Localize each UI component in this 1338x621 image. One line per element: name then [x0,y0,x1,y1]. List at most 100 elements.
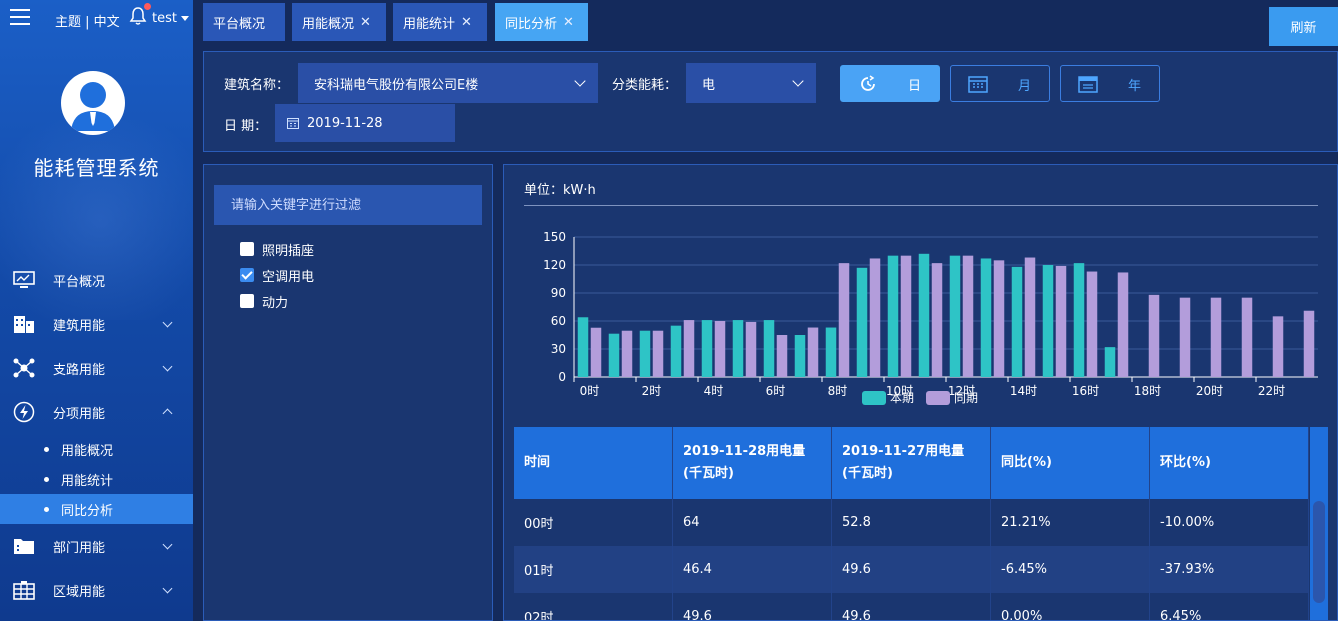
scrollbar-thumb[interactable] [1313,501,1325,603]
sidebar-item-department-energy[interactable]: 部门用能 [0,524,193,568]
close-icon[interactable]: ✕ [461,14,472,30]
tab-platform-overview[interactable]: 平台概况 [203,3,285,41]
chevron-down-icon [162,539,173,550]
close-icon[interactable]: ✕ [563,14,574,30]
bar-previous [993,260,1005,377]
column-header[interactable]: 2019-11-27用电量(千瓦时) [832,427,991,499]
tab-energy-overview[interactable]: 用能概况 ✕ [292,3,386,41]
language-link[interactable]: 中文 [93,15,120,30]
chart-panel: 单位：kW·h 0 30 60 90 120 150 0时 2时 4时 6时 8时 10时 12时 14时… [503,164,1338,621]
x-tick-label: 18时 [1134,384,1161,398]
theme-link[interactable]: 主题 [55,15,82,30]
lightning-icon [13,401,35,423]
monitor-icon [13,270,35,290]
sidebar-item-platform-overview[interactable]: 平台概况 [0,258,193,302]
sidebar-item-label: 区域用能 [53,584,106,600]
bar-previous [1024,257,1036,377]
sidebar-subitem-label: 用能统计 [61,473,114,489]
tab-energy-statistics[interactable]: 用能统计 ✕ [393,3,487,41]
bar-current [1042,265,1054,377]
sidebar-subitem-energy-statistics[interactable]: 用能统计 [0,464,193,494]
data-table: 时间 2019-11-28用电量(千瓦时) 2019-11-27用电量(千瓦时)… [514,427,1310,620]
table-scrollbar[interactable] [1310,427,1328,620]
theme-language-switch[interactable]: 主题 | 中文 [55,15,120,30]
chevron-down-icon [162,583,173,594]
x-tick-label: 10时 [886,384,913,398]
table-header: 时间 2019-11-28用电量(千瓦时) 2019-11-27用电量(千瓦时)… [514,427,1310,499]
bar-current [794,335,806,377]
bullet-icon [44,476,49,482]
legend-swatch [926,391,950,405]
bar-previous [1210,297,1222,377]
checkbox[interactable] [240,242,254,256]
bar-previous [931,263,943,377]
building-label: 建筑名称： [224,78,290,93]
tree-item-power[interactable]: 动力 [240,292,289,311]
building-icon [13,314,35,334]
tree-filter-input[interactable] [214,185,482,225]
menu-icon[interactable] [10,9,30,27]
system-title: 能耗管理系统 [33,156,160,180]
period-month-label: 月 [1017,79,1031,94]
tree-item-label: 空调用电 [262,269,315,285]
bar-previous [683,320,695,377]
sidebar-subitem-energy-overview[interactable]: 用能概况 [0,434,193,464]
calendar-year-icon [1078,76,1098,93]
sidebar-item-branch-energy[interactable]: 支路用能 [0,346,193,390]
tab-yoy-analysis[interactable]: 同比分析 ✕ [495,3,588,41]
sidebar-subitem-yoy-analysis[interactable]: 同比分析 [0,494,193,524]
close-icon[interactable]: ✕ [360,14,371,30]
bar-current [1073,263,1085,377]
column-header[interactable]: 时间 [514,427,673,499]
table-cell: -10.00% [1150,499,1309,546]
bar-current [670,325,682,377]
network-icon [13,358,35,378]
sidebar-subitem-label: 同比分析 [61,503,114,519]
x-tick-label: 0时 [580,384,600,398]
user-dropdown-icon[interactable] [181,16,189,21]
bar-previous [1117,272,1129,377]
sidebar-item-label: 分项用能 [53,406,106,422]
column-header[interactable]: 环比(%) [1150,427,1309,499]
x-tick-label: 14时 [1010,384,1037,398]
bullet-icon [44,446,49,452]
bar-current [825,327,837,377]
bell-icon[interactable] [128,6,148,26]
column-header[interactable]: 2019-11-28用电量(千瓦时) [673,427,832,499]
table-cell: 64 [673,499,832,546]
building-select-value: 安科瑞电气股份有限公司E楼 [314,77,479,93]
table-cell: 21.21% [991,499,1150,546]
checkbox-checked[interactable] [240,268,254,282]
table-row: 00时 64 52.8 21.21% -10.00% [514,499,1310,546]
divider [524,205,1318,206]
tree-item-aircon[interactable]: 空调用电 [240,266,315,285]
sidebar: 主题 | 中文 test 能耗管理系统 平台概况 建筑用能 [0,0,193,621]
bar-current [980,258,992,377]
checkbox[interactable] [240,294,254,308]
sidebar-item-area-energy[interactable]: 区域用能 [0,568,193,612]
period-month-button[interactable]: 月 [950,65,1050,102]
period-year-button[interactable]: 年 [1060,65,1160,102]
date-label: 日 期： [224,119,268,134]
x-tick-label: 4时 [704,384,724,398]
table-cell: 6.45% [1150,593,1309,620]
sidebar-item-building-energy[interactable]: 建筑用能 [0,302,193,346]
column-header[interactable]: 同比(%) [991,427,1150,499]
bar-previous [745,321,757,377]
bar-current [732,320,744,377]
building-select[interactable]: 安科瑞电气股份有限公司E楼 [298,63,598,103]
table-cell: 00时 [514,499,673,546]
user-name[interactable]: test [152,11,177,26]
tree-item-lighting[interactable]: 照明插座 [240,240,314,259]
category-select[interactable]: 电 [686,63,816,103]
bar-previous [1086,271,1098,377]
grid-icon [13,580,35,600]
period-day-button[interactable]: 日 [840,65,940,102]
date-picker[interactable]: 2019-11-28 [275,104,455,142]
tree-item-label: 动力 [262,295,289,311]
bar-previous [590,327,602,377]
refresh-button[interactable]: 刷新 [1269,7,1338,46]
sidebar-item-itemized-energy[interactable]: 分项用能 [0,390,193,434]
table-body: 00时 64 52.8 21.21% -10.00% 01时 46.4 49.6… [514,499,1310,620]
clock-icon [861,75,875,91]
